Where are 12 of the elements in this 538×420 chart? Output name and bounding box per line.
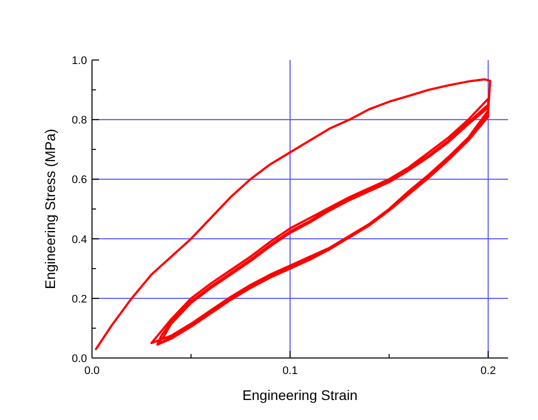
y-tick-label: 0.0 [72,353,87,365]
x-tick-label: 0.2 [480,365,496,377]
x-tick-label: 0.1 [282,365,298,377]
y-axis-title: Engineering Stress (MPa) [42,128,58,290]
line-series [94,78,492,350]
x-axis-title: Engineering Strain [242,387,358,403]
y-tick-label: 0.8 [72,114,87,127]
y-tick-label: 0.4 [72,234,87,246]
y-tick-label: 0.6 [72,174,87,186]
y-tick-label: 1.0 [72,55,87,67]
x-tick-label: 0.0 [84,365,100,377]
y-tick-label: 0.2 [72,293,87,306]
